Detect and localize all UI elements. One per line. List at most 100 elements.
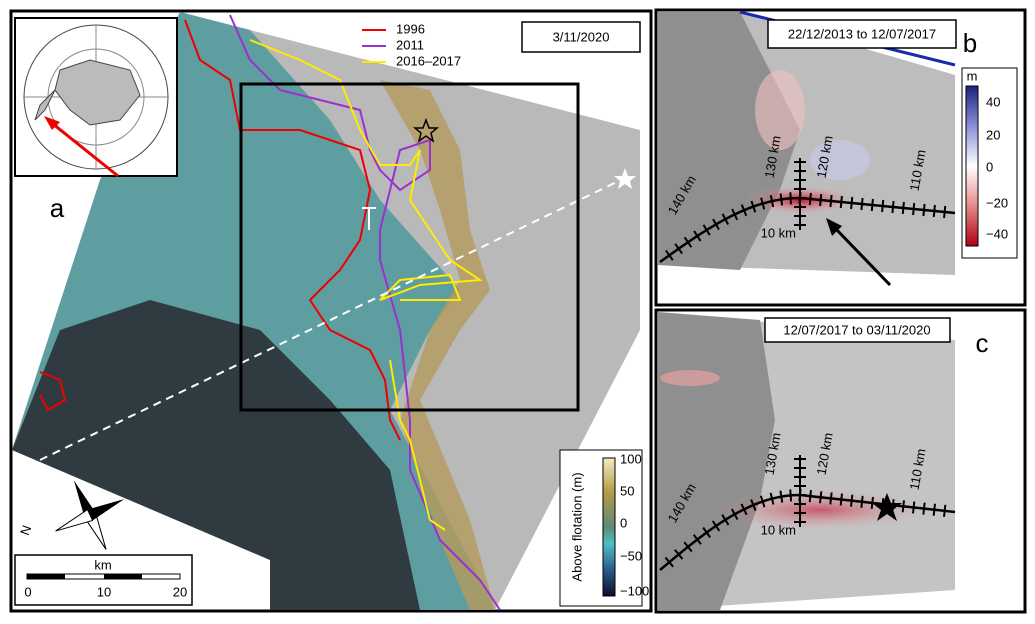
colorbar-tick: 0 [986,159,993,174]
map-shape [44,116,60,130]
profile-tick [829,492,833,505]
profile-tick [711,520,721,532]
map-shape [614,168,636,189]
profile-tick [808,490,812,503]
profile-label: 10 km [761,522,796,537]
profile-tick [943,504,947,517]
profile-tick [692,534,702,545]
profile-tick [683,236,693,248]
map-shape [602,457,616,597]
map-shape [833,226,892,287]
map-shape [412,117,440,143]
profile-tick [891,499,895,512]
map-shape [27,574,65,579]
profile-tick [891,200,895,214]
map-shape [73,480,96,518]
colorbar-unit: m [967,68,978,83]
profile-tick [901,500,905,513]
scale-tick: 10 [97,584,111,599]
profile-tick [674,549,684,560]
map-shape [229,14,501,611]
profile-tick [674,243,683,255]
profile-label: 110 km [907,447,929,491]
profile-tick [740,204,748,217]
map-shape [54,59,141,126]
map-shape [660,370,720,386]
profile-tick [779,490,784,503]
profile-tick [779,193,784,206]
profile-tick [839,195,843,209]
profile-tick [870,198,874,212]
profile-tick [870,496,874,510]
map-shape [521,21,641,53]
map-shape [47,118,119,178]
profile-tick [922,203,926,217]
profile-tick [881,497,885,511]
legend-label: 2016–2017 [396,53,461,68]
profile-tick [922,502,926,515]
map-shape [184,19,401,441]
legend-label: 2011 [396,37,424,52]
profile-tick [819,491,823,504]
map-shape [104,574,142,579]
profile-tick [819,193,823,207]
profile-tick [850,196,854,210]
map-shape [810,140,870,180]
profile-tick [693,230,702,242]
profile-tick [829,194,833,208]
map-shape [764,317,951,343]
profile-tick [850,494,854,507]
profile-tick [839,493,843,506]
map-shape [658,312,775,610]
profile-tick [664,556,674,568]
colorbar-tick: −100 [620,583,649,598]
colorbar-tick: 20 [986,127,1000,142]
profile-tick [932,204,936,218]
profile-tick [912,202,916,216]
profile-tick [740,503,748,516]
colorbar-tick: 40 [986,94,1000,109]
profile-tick [860,197,864,211]
map-shape [872,493,902,521]
colorbar-title: Above flotation (m) [569,472,584,581]
map-shape [755,70,805,150]
profile-tick [901,201,905,215]
profile-label: 120 km [814,432,836,477]
scale-tick: 0 [24,584,31,599]
map-shape [380,80,495,610]
profile-tick [721,514,730,526]
colorbar-tick: 0 [620,515,627,530]
profile-tick [730,508,739,521]
profile-label: 120 km [814,135,836,180]
legend-label: 1996 [396,21,425,36]
profile-tick [932,503,936,516]
profile-tick [943,205,947,219]
profile-tick [731,208,739,221]
scale-unit: km [94,557,111,572]
map-shape [362,207,376,230]
profile-tick [769,492,775,505]
profile-tick [789,192,793,205]
colorbar-tick: −40 [986,226,1008,241]
period-label: 22/12/2013 to 12/07/2017 [788,26,936,41]
map-shape [826,218,842,236]
profile-label: 110 km [907,148,929,192]
profile-tick [702,527,711,538]
map-shape [249,39,483,301]
profile-label: 10 km [761,225,796,240]
profile-tick [750,200,757,213]
profile-tick [789,489,793,502]
profile-tick [860,495,864,508]
group [55,480,125,550]
profile-tick [683,541,693,553]
profile-tick [912,501,916,514]
colorbar-tick: 100 [620,451,642,466]
profile-tick [881,199,885,213]
profile-tick [769,195,775,208]
map-shape [965,85,979,247]
map-shape [14,554,193,606]
panel-label: c [976,328,989,358]
profile-tick [750,499,757,511]
